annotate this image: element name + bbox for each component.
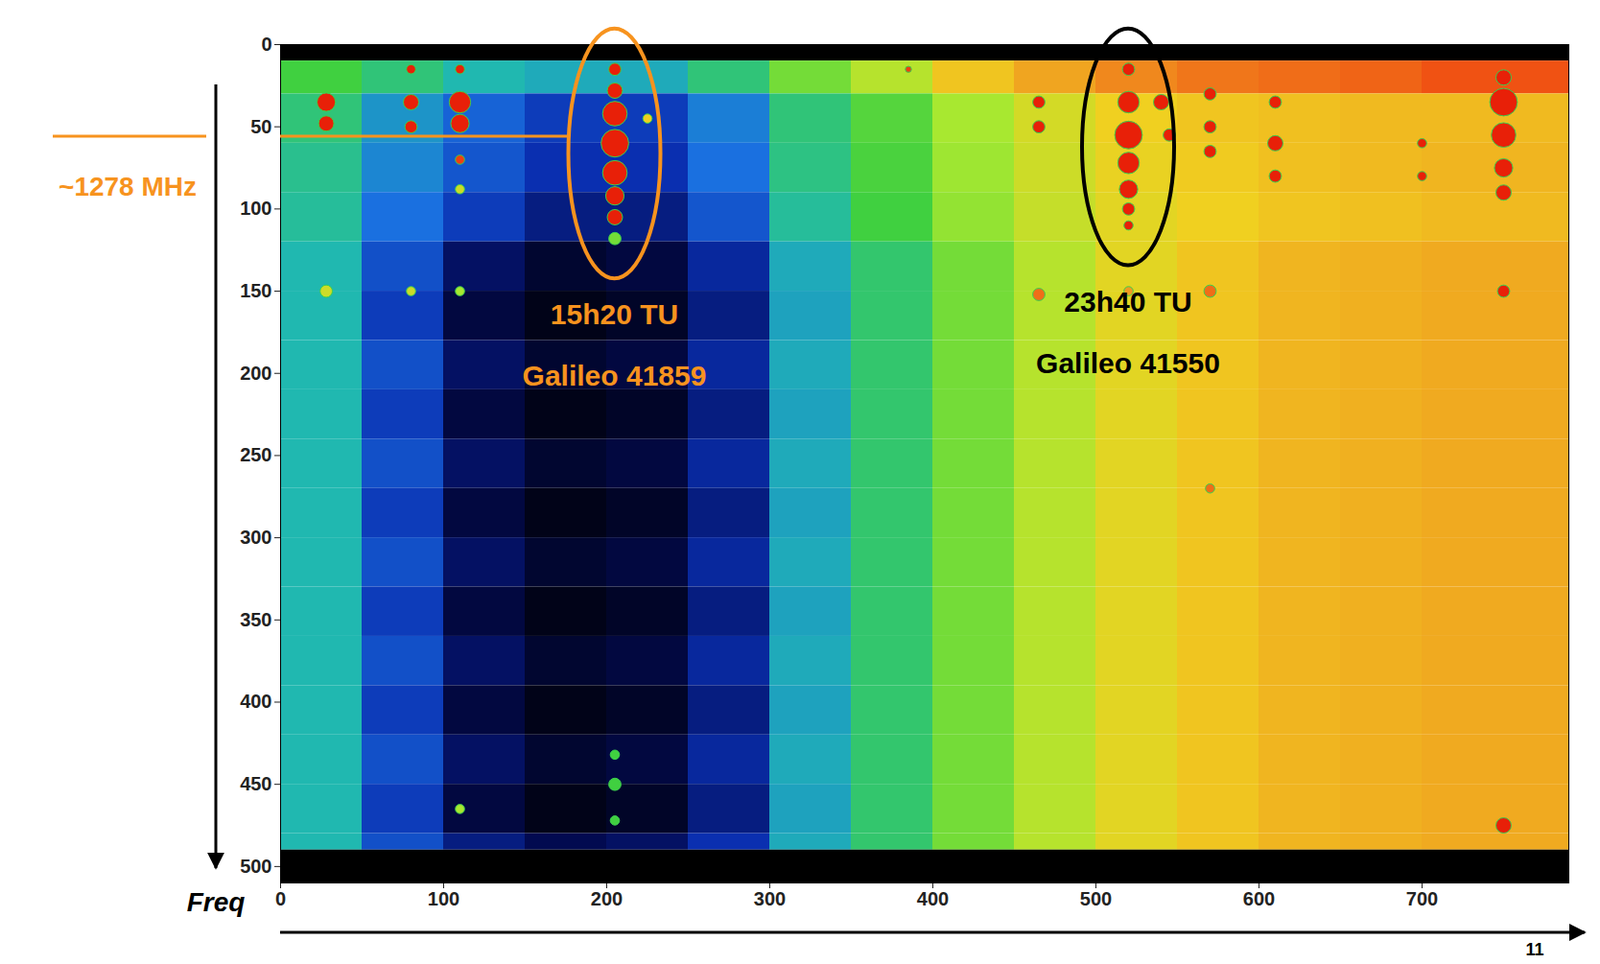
svg-text:500: 500 bbox=[1080, 888, 1112, 910]
svg-text:150: 150 bbox=[239, 280, 272, 302]
svg-text:300: 300 bbox=[239, 526, 272, 548]
svg-text:700: 700 bbox=[1406, 888, 1438, 910]
svg-text:15h20 TU: 15h20 TU bbox=[550, 298, 679, 330]
svg-text:23h40 TU: 23h40 TU bbox=[1063, 285, 1192, 318]
svg-text:300: 300 bbox=[753, 888, 786, 910]
svg-text:50: 50 bbox=[250, 116, 272, 138]
svg-text:Galileo 41550: Galileo 41550 bbox=[1035, 347, 1221, 379]
svg-text:250: 250 bbox=[239, 444, 272, 466]
svg-text:100: 100 bbox=[427, 888, 460, 910]
svg-text:200: 200 bbox=[590, 888, 623, 910]
svg-text:200: 200 bbox=[239, 362, 272, 384]
svg-text:100: 100 bbox=[239, 197, 272, 219]
svg-text:400: 400 bbox=[917, 888, 949, 910]
svg-text:400: 400 bbox=[239, 690, 272, 712]
svg-text:Freq: Freq bbox=[187, 887, 246, 918]
svg-text:0: 0 bbox=[260, 33, 272, 55]
svg-text:350: 350 bbox=[239, 609, 272, 631]
svg-text:Galileo 41859: Galileo 41859 bbox=[522, 359, 707, 392]
svg-text:0: 0 bbox=[275, 888, 286, 910]
svg-text:11: 11 bbox=[1525, 940, 1544, 960]
svg-text:500: 500 bbox=[239, 855, 272, 877]
svg-text:450: 450 bbox=[239, 773, 272, 795]
svg-text:~1278 MHz: ~1278 MHz bbox=[58, 171, 197, 202]
svg-text:600: 600 bbox=[1243, 888, 1275, 910]
